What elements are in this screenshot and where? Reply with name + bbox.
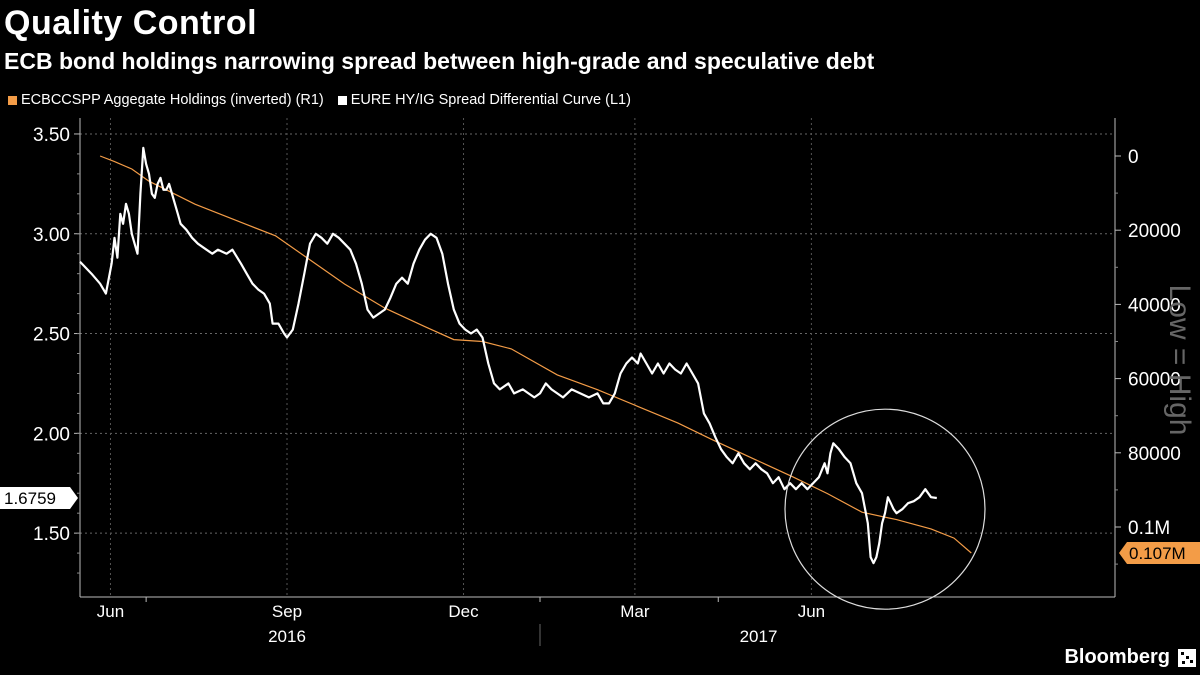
x-tick-label: Sep	[272, 602, 302, 621]
current-value-tag-right	[1119, 541, 1200, 564]
left-tick-label: 2.50	[33, 325, 70, 346]
left-tick-label: 2.00	[33, 424, 70, 445]
right-tick-label: 40000	[1128, 295, 1181, 316]
series-line-holdings	[99, 155, 972, 554]
legend-item-spread: EURE HY/IG Spread Differential Curve (L1…	[337, 92, 631, 108]
right-tick-label: 80000	[1128, 444, 1181, 465]
series-line-spread	[79, 146, 937, 565]
left-tick-label: 1.50	[33, 524, 70, 545]
legend-swatch-holdings	[8, 95, 17, 105]
legend-label-spread: EURE HY/IG Spread Differential Curve (L1…	[350, 92, 631, 108]
annotation-circle	[784, 408, 986, 610]
legend-label-holdings: ECBCCSPP Aggegate Holdings (inverted) (R…	[21, 92, 324, 108]
left-tick-label: 3.50	[33, 125, 70, 146]
current-value-left: 1.6759	[4, 489, 56, 508]
chart-title: Quality Control	[4, 4, 258, 42]
year-label: 2017	[740, 627, 778, 646]
right-tick-label: 0.1M	[1128, 518, 1170, 539]
current-value-right: 0.107M	[1129, 544, 1186, 563]
right-tick-label: 20000	[1128, 221, 1181, 242]
left-tick-label: 3.00	[33, 225, 70, 246]
year-label: 2016	[268, 627, 306, 646]
terminal-icon	[1178, 649, 1196, 667]
legend-item-holdings: ECBCCSPP Aggegate Holdings (inverted) (R…	[8, 92, 324, 108]
x-tick-label: Dec	[448, 602, 479, 621]
chart-subtitle: ECB bond holdings narrowing spread betwe…	[4, 48, 875, 74]
legend-swatch-spread	[337, 95, 347, 105]
right-tick-label: 60000	[1128, 370, 1181, 391]
side-annotation-label: Low = High	[1163, 285, 1196, 436]
x-tick-label: Mar	[620, 602, 650, 621]
current-value-tag-left	[0, 487, 78, 510]
x-tick-label: Jun	[97, 602, 124, 621]
x-tick-label: Jun	[798, 602, 825, 621]
legend: ECBCCSPP Aggegate Holdings (inverted) (R…	[8, 92, 645, 108]
bloomberg-logo: Bloomberg	[1064, 646, 1170, 668]
right-tick-label: 0	[1128, 147, 1139, 168]
